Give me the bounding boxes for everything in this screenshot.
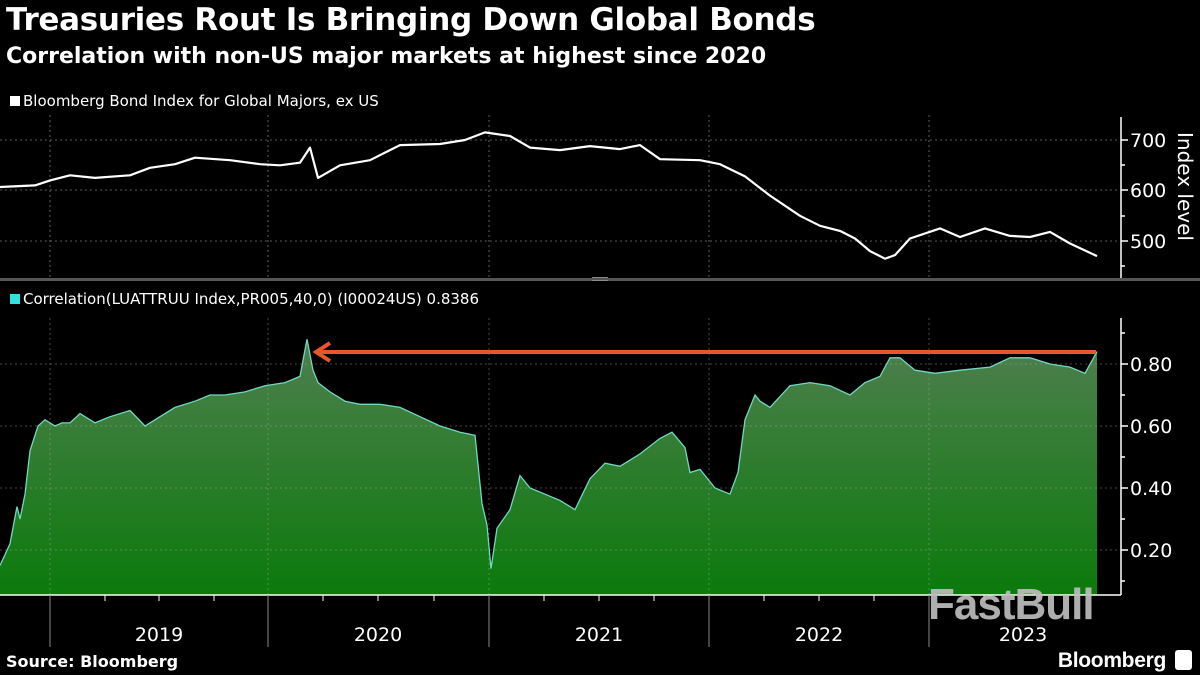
x-label-2020: 2020	[354, 624, 402, 646]
top-tick-700: 700	[1130, 130, 1166, 152]
top-tick-500: 500	[1130, 231, 1166, 253]
panel-divider	[0, 278, 1200, 281]
legend-label: Bloomberg Bond Index for Global Majors, …	[23, 92, 379, 110]
top-y-axis	[1120, 117, 1128, 278]
source-note: Source: Bloomberg	[6, 652, 179, 671]
chart-title: Treasuries Rout Is Bringing Down Global …	[6, 2, 816, 38]
top-grid	[0, 115, 1120, 278]
bottom-tick-040: 0.40	[1130, 478, 1172, 500]
bloomberg-chart-icon	[1175, 650, 1192, 670]
top-y-label: Index level	[1173, 132, 1197, 241]
correlation-line	[0, 339, 1098, 569]
legend-swatch-cyan	[10, 294, 20, 304]
legend-label: Correlation(LUATTRUU Index,PR005,40,0) (…	[23, 290, 480, 308]
legend-swatch-white	[10, 96, 20, 106]
bottom-y-axis	[1120, 318, 1128, 595]
bottom-tick-060: 0.60	[1130, 416, 1172, 438]
top-tick-600: 600	[1130, 180, 1166, 202]
bloomberg-logo: Bloomberg	[1057, 649, 1166, 672]
legend-bond-index: Bloomberg Bond Index for Global Majors, …	[10, 92, 379, 110]
legend-correlation: Correlation(LUATTRUU Index,PR005,40,0) (…	[10, 290, 479, 308]
bottom-tick-080: 0.80	[1130, 354, 1172, 376]
bottom-tick-020: 0.20	[1130, 540, 1172, 562]
x-axis	[0, 594, 1121, 647]
x-label-2023: 2023	[999, 624, 1047, 646]
x-label-2019: 2019	[135, 624, 183, 646]
bond-index-line	[0, 131, 1098, 260]
chart-subtitle: Correlation with non-US major markets at…	[6, 44, 767, 69]
correlation-area	[0, 339, 1097, 595]
peak-arrow-annotation	[312, 341, 1096, 363]
fastbull-watermark: FastBull	[928, 580, 1095, 629]
x-label-2022: 2022	[795, 624, 843, 646]
x-label-2021: 2021	[575, 624, 623, 646]
bottom-grid	[0, 318, 1120, 595]
